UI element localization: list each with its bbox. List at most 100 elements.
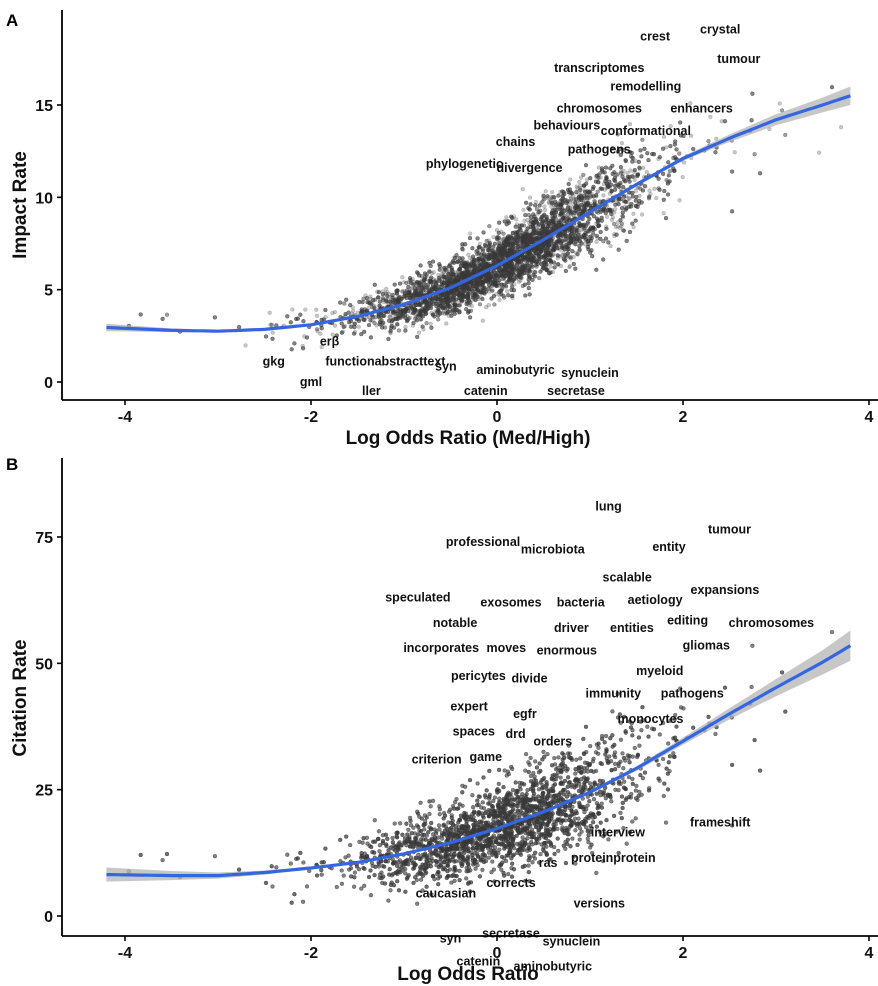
data-point [463,294,468,299]
data-point [615,224,620,229]
data-point [444,267,449,272]
data-point [510,269,515,274]
data-point [384,286,389,291]
data-point [628,168,633,173]
data-point [596,165,601,170]
data-point [451,300,456,305]
data-point [472,264,477,269]
data-point [515,257,521,262]
data-point [466,252,471,257]
data-point [661,134,667,139]
scatter-points [126,85,844,352]
data-point [665,179,671,184]
data-point [515,266,520,271]
data-point [493,250,498,255]
data-point [403,324,408,330]
data-point [460,244,465,249]
data-point [549,253,554,258]
data-point [526,254,531,259]
data-point [439,296,444,301]
data-point [512,249,518,254]
data-point [480,253,485,259]
data-point [497,297,502,302]
data-point [465,259,470,264]
data-point [520,263,525,268]
data-point [468,286,473,291]
data-point [648,192,653,197]
data-point [545,231,550,236]
data-point [314,307,319,312]
data-point [355,310,360,315]
data-point [495,275,500,280]
data-point [472,259,477,264]
data-point [479,278,485,283]
data-point [604,214,610,219]
data-point [512,230,518,235]
data-point [482,291,487,296]
data-point [468,294,473,300]
data-point [477,241,482,246]
data-point [542,204,547,209]
data-point [290,307,295,312]
data-point [332,323,338,328]
data-point [609,207,614,213]
data-point [503,245,508,251]
data-point [377,303,382,308]
data-point [458,259,463,264]
data-point [469,283,475,288]
data-point [557,202,562,207]
data-point [455,292,460,297]
data-point [601,193,606,198]
data-point [838,125,844,130]
data-point [562,252,567,258]
data-point [367,299,372,304]
data-point [577,239,582,244]
data-point [601,206,606,211]
data-point [504,270,509,275]
data-point [561,250,566,255]
data-point [426,286,432,291]
data-point [513,217,519,222]
data-point [577,183,583,188]
data-point [431,270,436,275]
data-point [619,221,624,226]
data-point [632,177,637,182]
data-point [467,291,472,296]
data-point [546,200,551,205]
data-point [615,182,620,187]
data-point [447,264,452,269]
data-point [468,231,473,236]
data-point [534,226,539,232]
data-point [370,318,375,323]
data-point [497,289,502,295]
data-point [480,262,485,267]
data-point [472,261,477,266]
data-point [568,177,573,182]
data-point [533,258,538,263]
data-point [314,313,320,318]
data-point [531,239,536,244]
data-point [575,201,581,206]
data-point [418,310,423,315]
data-point [429,310,434,315]
data-point [445,274,450,279]
data-point [531,269,536,274]
panel-a: A crystalcresttumourtranscriptomesremode… [6,10,878,449]
data-point [477,256,482,261]
data-point [526,272,531,277]
data-point [538,260,543,265]
data-point [510,293,515,298]
data-point [568,194,573,199]
data-point [537,228,542,233]
data-point [547,218,552,223]
data-point [609,217,615,222]
data-point [552,214,557,219]
data-point [593,174,599,179]
data-point [521,207,526,212]
data-point [677,151,682,156]
data-point [267,310,272,315]
data-point [620,171,625,176]
data-point [732,150,737,155]
data-point [528,234,533,240]
